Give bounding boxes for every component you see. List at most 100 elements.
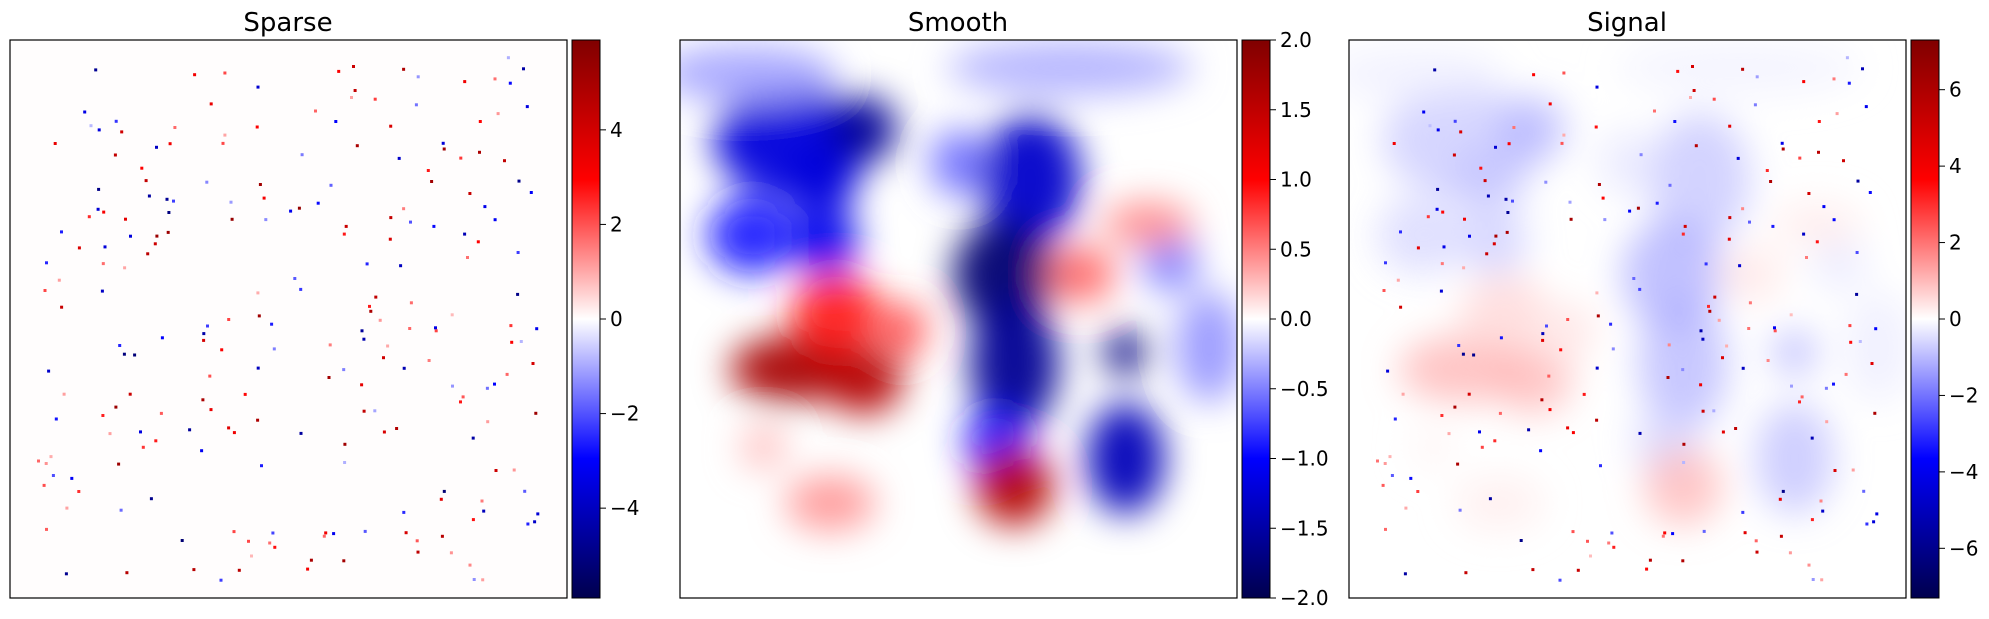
spike-point xyxy=(42,483,46,487)
field-lobe xyxy=(1349,45,1505,102)
spike-point xyxy=(1506,211,1510,214)
spike-point xyxy=(408,327,412,330)
spike-point xyxy=(432,224,436,228)
field-lobe xyxy=(1616,40,1862,96)
spike-point xyxy=(256,291,260,295)
spike-point xyxy=(1639,153,1643,157)
spike-point xyxy=(180,539,184,542)
spike-point xyxy=(360,329,364,333)
field-lobe xyxy=(1454,475,1544,531)
spike-point xyxy=(1453,119,1457,123)
field-lobe xyxy=(1844,291,1906,403)
spike-point xyxy=(395,427,399,430)
colorbar-ticks-sparse: 4 2 0 −2 −4 xyxy=(600,118,639,520)
spike-point xyxy=(516,251,520,254)
spike-point xyxy=(1571,530,1575,534)
spike-point xyxy=(449,551,453,555)
spike-point xyxy=(1741,366,1745,370)
spike-point xyxy=(1858,340,1862,343)
spike-point xyxy=(1788,551,1792,555)
spike-point xyxy=(1544,180,1548,184)
spike-point xyxy=(1527,428,1531,432)
spike-point xyxy=(1562,133,1566,137)
spike-point xyxy=(293,277,297,280)
spike-point xyxy=(173,126,177,129)
spike-point xyxy=(1805,256,1808,259)
spike-point xyxy=(1844,372,1848,376)
spike-point xyxy=(1683,224,1687,228)
spike-point xyxy=(1753,103,1757,107)
colorbar-tick-label: −4 xyxy=(610,496,639,520)
spike-point xyxy=(1601,196,1605,200)
spike-point xyxy=(1436,187,1440,191)
spike-point xyxy=(97,187,101,191)
spike-point xyxy=(1741,67,1745,71)
spike-point xyxy=(389,216,393,220)
spike-point xyxy=(1807,192,1811,195)
spike-point xyxy=(1708,309,1712,313)
field-lobe xyxy=(730,335,853,403)
spike-point xyxy=(1848,324,1852,328)
field-lobe xyxy=(1410,425,1455,470)
spike-point xyxy=(525,105,529,109)
spike-point xyxy=(1699,383,1703,387)
spike-point xyxy=(250,554,253,558)
spike-point xyxy=(188,428,192,432)
sparse-spikes xyxy=(37,56,540,582)
spike-point xyxy=(1433,68,1437,72)
spike-point xyxy=(343,442,347,446)
field-lobe xyxy=(1499,95,1567,163)
spike-point xyxy=(1798,156,1802,160)
smooth-field xyxy=(680,40,1237,531)
spike-point xyxy=(352,65,355,68)
field-lobe xyxy=(969,296,1059,431)
spike-point xyxy=(1612,545,1616,549)
spike-point xyxy=(1384,527,1387,531)
panel-title-sparse: Sparse xyxy=(243,8,332,38)
spike-point xyxy=(522,67,525,71)
spike-point xyxy=(1540,398,1544,402)
field-lobe xyxy=(1599,129,1656,197)
spike-point xyxy=(471,436,475,440)
spike-point xyxy=(1820,578,1824,582)
field-lobe xyxy=(1142,235,1199,292)
spike-point xyxy=(1766,359,1770,362)
spike-point xyxy=(223,71,227,75)
spike-point xyxy=(1717,318,1721,322)
spike-point xyxy=(1810,518,1814,522)
spike-point xyxy=(1800,395,1804,399)
spike-point xyxy=(129,234,132,238)
spike-point xyxy=(1741,510,1745,514)
spike-point xyxy=(1462,266,1466,270)
spike-point xyxy=(334,120,338,123)
spike-point xyxy=(103,245,107,249)
spike-point xyxy=(343,461,347,464)
spike-point xyxy=(1847,81,1851,85)
spike-point xyxy=(342,559,346,563)
spike-point xyxy=(53,142,57,145)
spike-point xyxy=(1807,563,1811,567)
colorbar-tick-label: −1.0 xyxy=(1280,447,1329,471)
spike-point xyxy=(1597,183,1601,186)
spike-point xyxy=(1488,497,1492,501)
spike-point xyxy=(108,432,112,436)
field-lobe xyxy=(1460,274,1550,353)
spike-point xyxy=(1422,110,1426,114)
spike-point xyxy=(87,215,91,219)
spike-point xyxy=(260,464,263,468)
spike-point xyxy=(472,578,476,581)
spike-point xyxy=(1681,232,1685,236)
spike-point xyxy=(1727,237,1731,241)
spike-point xyxy=(382,430,386,434)
spike-point xyxy=(322,534,326,538)
spike-point xyxy=(1519,539,1523,542)
spike-point xyxy=(223,133,227,137)
spike-point xyxy=(1728,124,1732,128)
spike-point xyxy=(529,191,533,194)
spike-point xyxy=(1568,200,1572,204)
field-lobe xyxy=(1175,291,1237,403)
colorbar-sparse xyxy=(571,39,601,599)
spike-point xyxy=(505,372,509,376)
spike-point xyxy=(442,147,446,151)
spike-point xyxy=(416,75,420,79)
